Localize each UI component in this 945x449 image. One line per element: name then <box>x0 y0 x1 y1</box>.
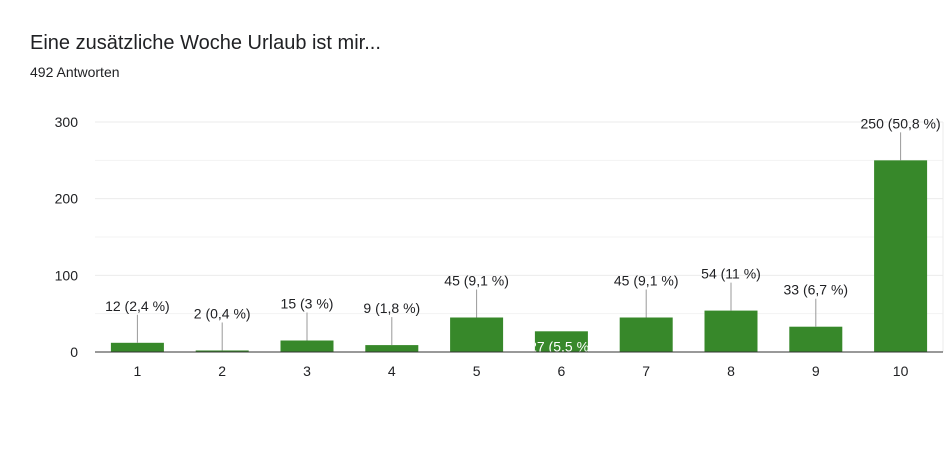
bar <box>534 331 588 352</box>
x-tick-label: 1 <box>134 363 142 379</box>
y-tick-label: 100 <box>55 267 79 283</box>
x-tick-label: 6 <box>558 363 566 379</box>
bar <box>280 340 334 352</box>
x-tick-label: 8 <box>727 363 735 379</box>
data-label: 12 (2,4 %) <box>105 298 170 314</box>
bar <box>450 317 504 352</box>
bar <box>789 326 843 352</box>
y-tick-label: 200 <box>55 191 79 207</box>
x-tick-label: 5 <box>473 363 481 379</box>
bar <box>704 310 758 352</box>
data-label: 54 (11 %) <box>701 266 761 282</box>
bar <box>195 350 249 352</box>
data-label: 15 (3 %) <box>281 296 334 312</box>
x-tick-label: 7 <box>642 363 650 379</box>
data-label: 250 (50,8 %) <box>861 115 941 131</box>
x-tick-label: 2 <box>218 363 226 379</box>
chart-title: Eine zusätzliche Woche Urlaub ist mir... <box>30 32 381 54</box>
x-tick-label: 3 <box>303 363 311 379</box>
bar <box>365 345 419 352</box>
y-tick-label: 0 <box>70 344 78 360</box>
data-label: 45 (9,1 %) <box>444 273 509 289</box>
x-tick-label: 9 <box>812 363 820 379</box>
y-tick-label: 300 <box>55 114 79 130</box>
data-label: 2 (0,4 %) <box>194 305 251 321</box>
x-tick-label: 4 <box>388 363 396 379</box>
bar <box>619 317 673 352</box>
data-label: 9 (1,8 %) <box>363 300 420 316</box>
x-tick-label: 10 <box>893 363 909 379</box>
response-count: 492 Antworten <box>30 64 120 80</box>
bar <box>874 160 928 352</box>
bar <box>110 342 164 352</box>
data-label: 33 (6,7 %) <box>784 282 849 298</box>
data-label: 45 (9,1 %) <box>614 273 679 289</box>
data-label: 27 (5,5 %) <box>529 338 594 354</box>
